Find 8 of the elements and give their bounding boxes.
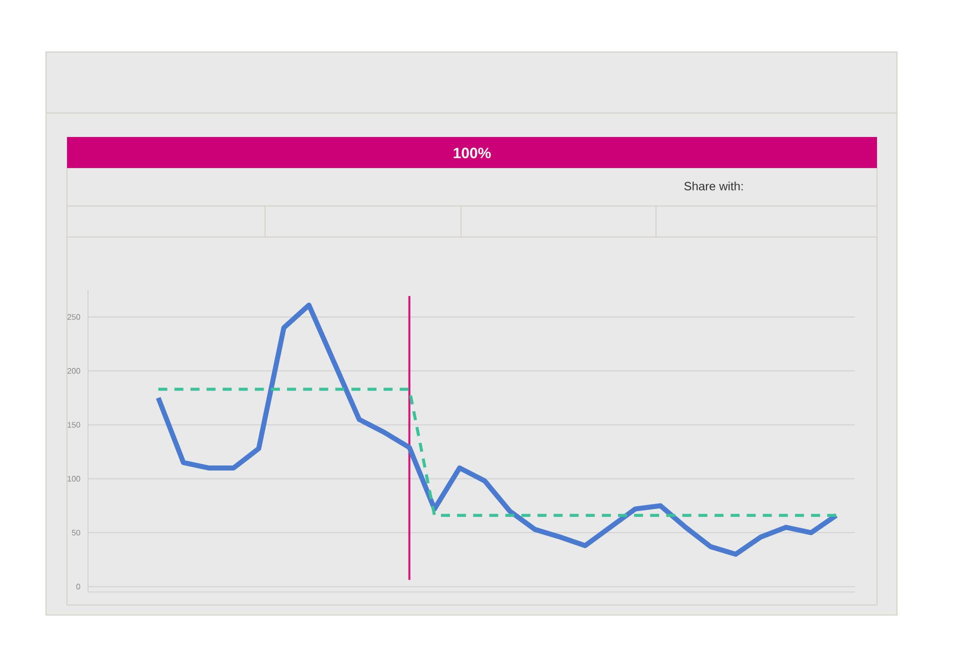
text: 100% xyxy=(454,148,491,158)
y-tick-label: 0 xyxy=(76,584,80,590)
y-tick-label: 50 xyxy=(72,530,80,536)
y-tick-label: 100 xyxy=(68,476,80,482)
text: Share with: xyxy=(684,182,743,190)
y-tick-label: 150 xyxy=(68,422,80,428)
y-tick-label: 200 xyxy=(68,368,80,374)
y-tick-label: 250 xyxy=(68,314,80,320)
